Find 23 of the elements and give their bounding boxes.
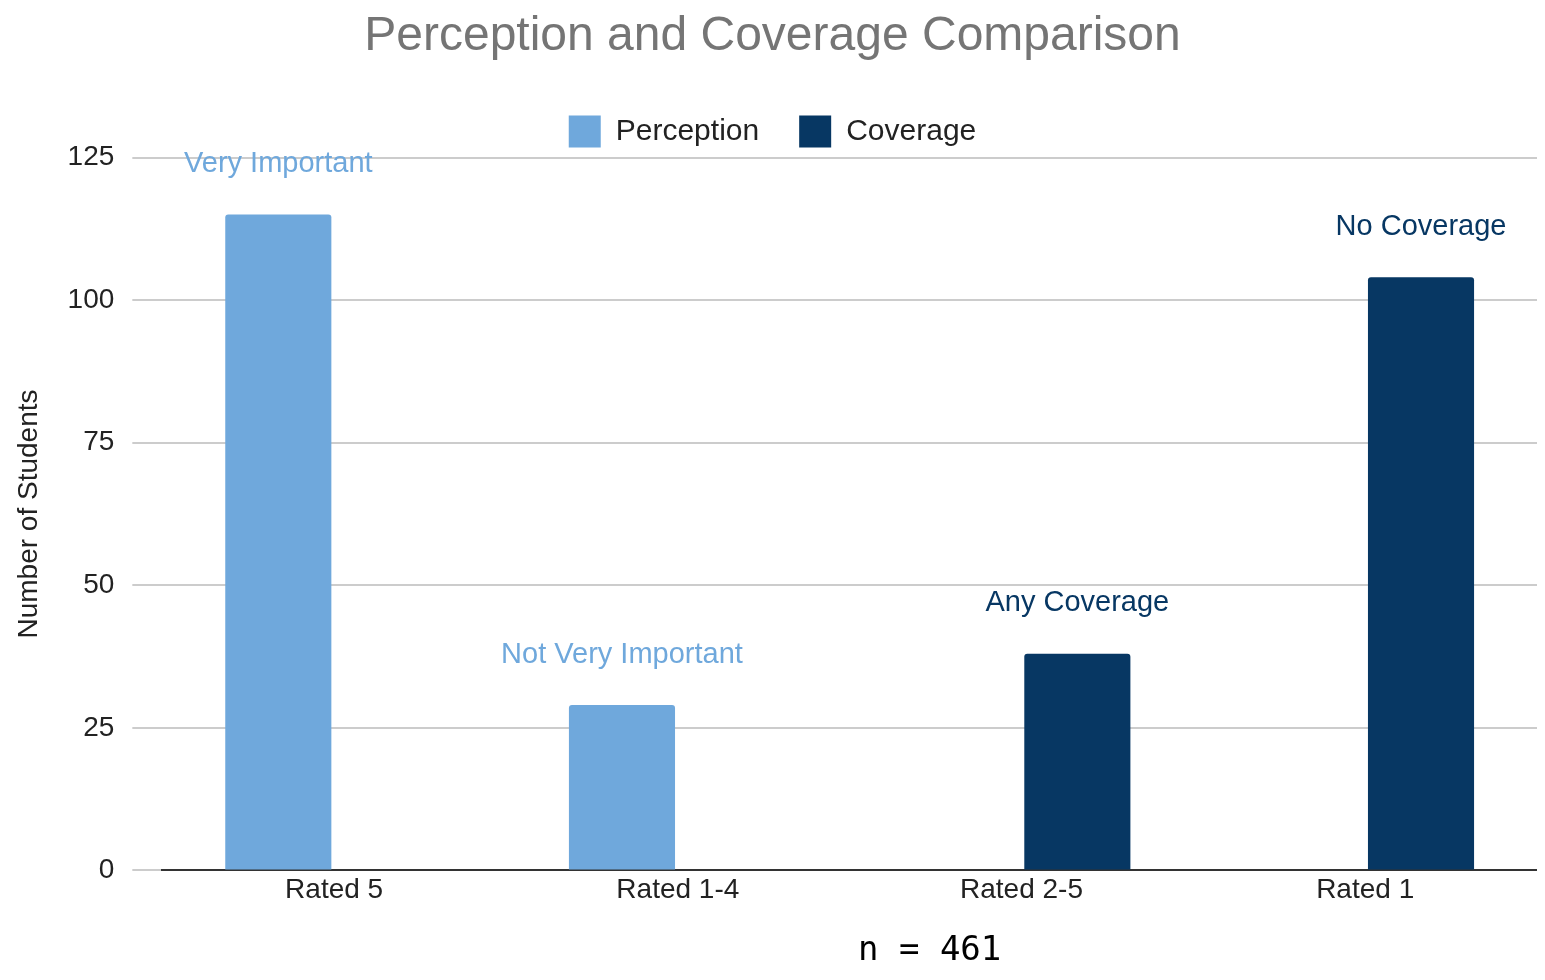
x-tick-label: Rated 1 <box>1316 872 1415 904</box>
y-tick-label: 25 <box>83 710 115 742</box>
bar <box>568 705 676 870</box>
legend-label: Perception <box>615 112 760 146</box>
annotation: Any Coverage <box>985 585 1170 618</box>
bar <box>1024 653 1131 870</box>
annotation: No Coverage <box>1335 208 1507 241</box>
text: n = 461 <box>858 927 1002 968</box>
y-tick-label: 100 <box>67 282 115 314</box>
y-tick-label: 125 <box>67 140 115 172</box>
chart-title: Perception and Coverage Comparison <box>364 7 1181 61</box>
legend-label: Coverage <box>846 112 977 146</box>
annotation: Not Very Important <box>501 636 743 669</box>
bar <box>225 214 332 870</box>
annotation: Very Important <box>184 146 373 179</box>
y-tick-label: 50 <box>83 568 115 599</box>
x-tick-label: Rated 5 <box>285 872 384 904</box>
x-tick-label: Rated 1-4 <box>616 872 740 904</box>
y-tick-label: 0 <box>98 853 115 885</box>
y-tick-label: 75 <box>83 425 115 457</box>
bar <box>1367 277 1475 870</box>
y-axis-title: Number of Students <box>11 389 43 639</box>
x-tick-label: Rated 2-5 <box>960 872 1083 904</box>
